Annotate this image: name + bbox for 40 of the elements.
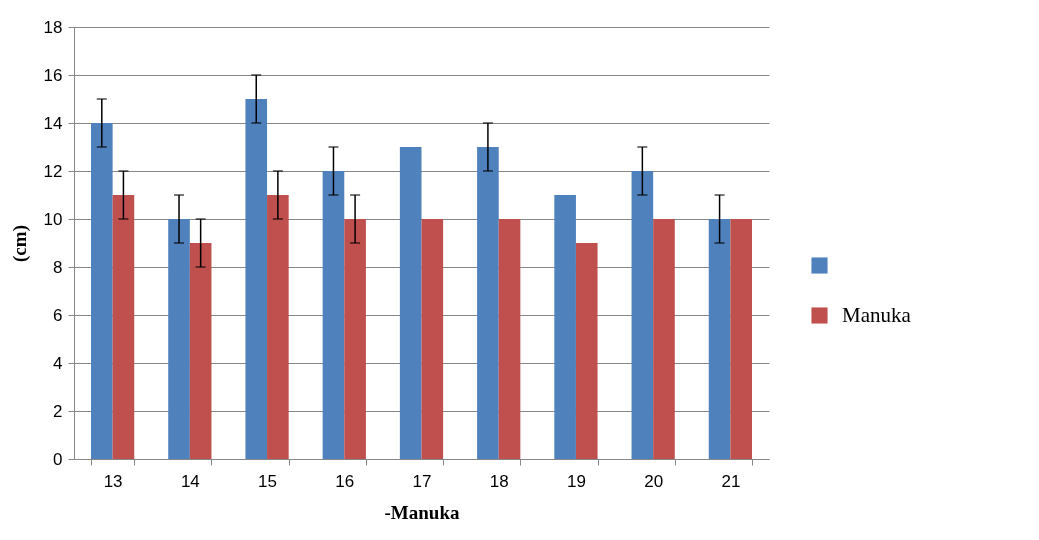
bar [245,99,268,459]
x-tick-label: 17 [412,471,432,491]
y-tick-label: 2 [53,401,63,421]
legend-label: Manuka [842,302,912,327]
bar [421,219,444,459]
bar [267,195,289,459]
x-tick-label: 14 [180,471,200,491]
bar [631,171,654,459]
y-tick-label: 14 [43,113,63,133]
bar [168,219,190,459]
bar [730,219,753,459]
x-axis-title: -Manuka [384,501,460,523]
y-tick-label: 10 [43,209,63,229]
bar [189,243,212,459]
bar [344,219,366,459]
y-tick-label: 12 [43,161,63,181]
bar [90,123,113,459]
bar [322,171,345,459]
x-tick-label: 18 [489,471,509,491]
bar [575,243,598,459]
bar [498,219,521,459]
x-tick-label: 13 [103,471,123,491]
bar [554,195,576,459]
bar [399,147,422,459]
x-tick-label: 19 [566,471,586,491]
x-tick-label: 21 [721,471,741,491]
x-tick-label: 20 [644,471,664,491]
y-axis-title: (cm) [8,225,31,262]
bar [477,147,499,459]
y-tick-label: 8 [53,257,63,277]
y-tick-label: 18 [43,17,63,37]
y-tick-label: 0 [53,449,63,469]
y-tick-label: 16 [43,65,63,85]
x-tick-label: 15 [258,471,278,491]
bar [653,219,675,459]
y-tick-label: 4 [53,353,63,373]
bar [708,219,731,459]
bar [112,195,135,459]
y-tick-label: 6 [53,305,63,325]
x-tick-label: 16 [335,471,355,491]
